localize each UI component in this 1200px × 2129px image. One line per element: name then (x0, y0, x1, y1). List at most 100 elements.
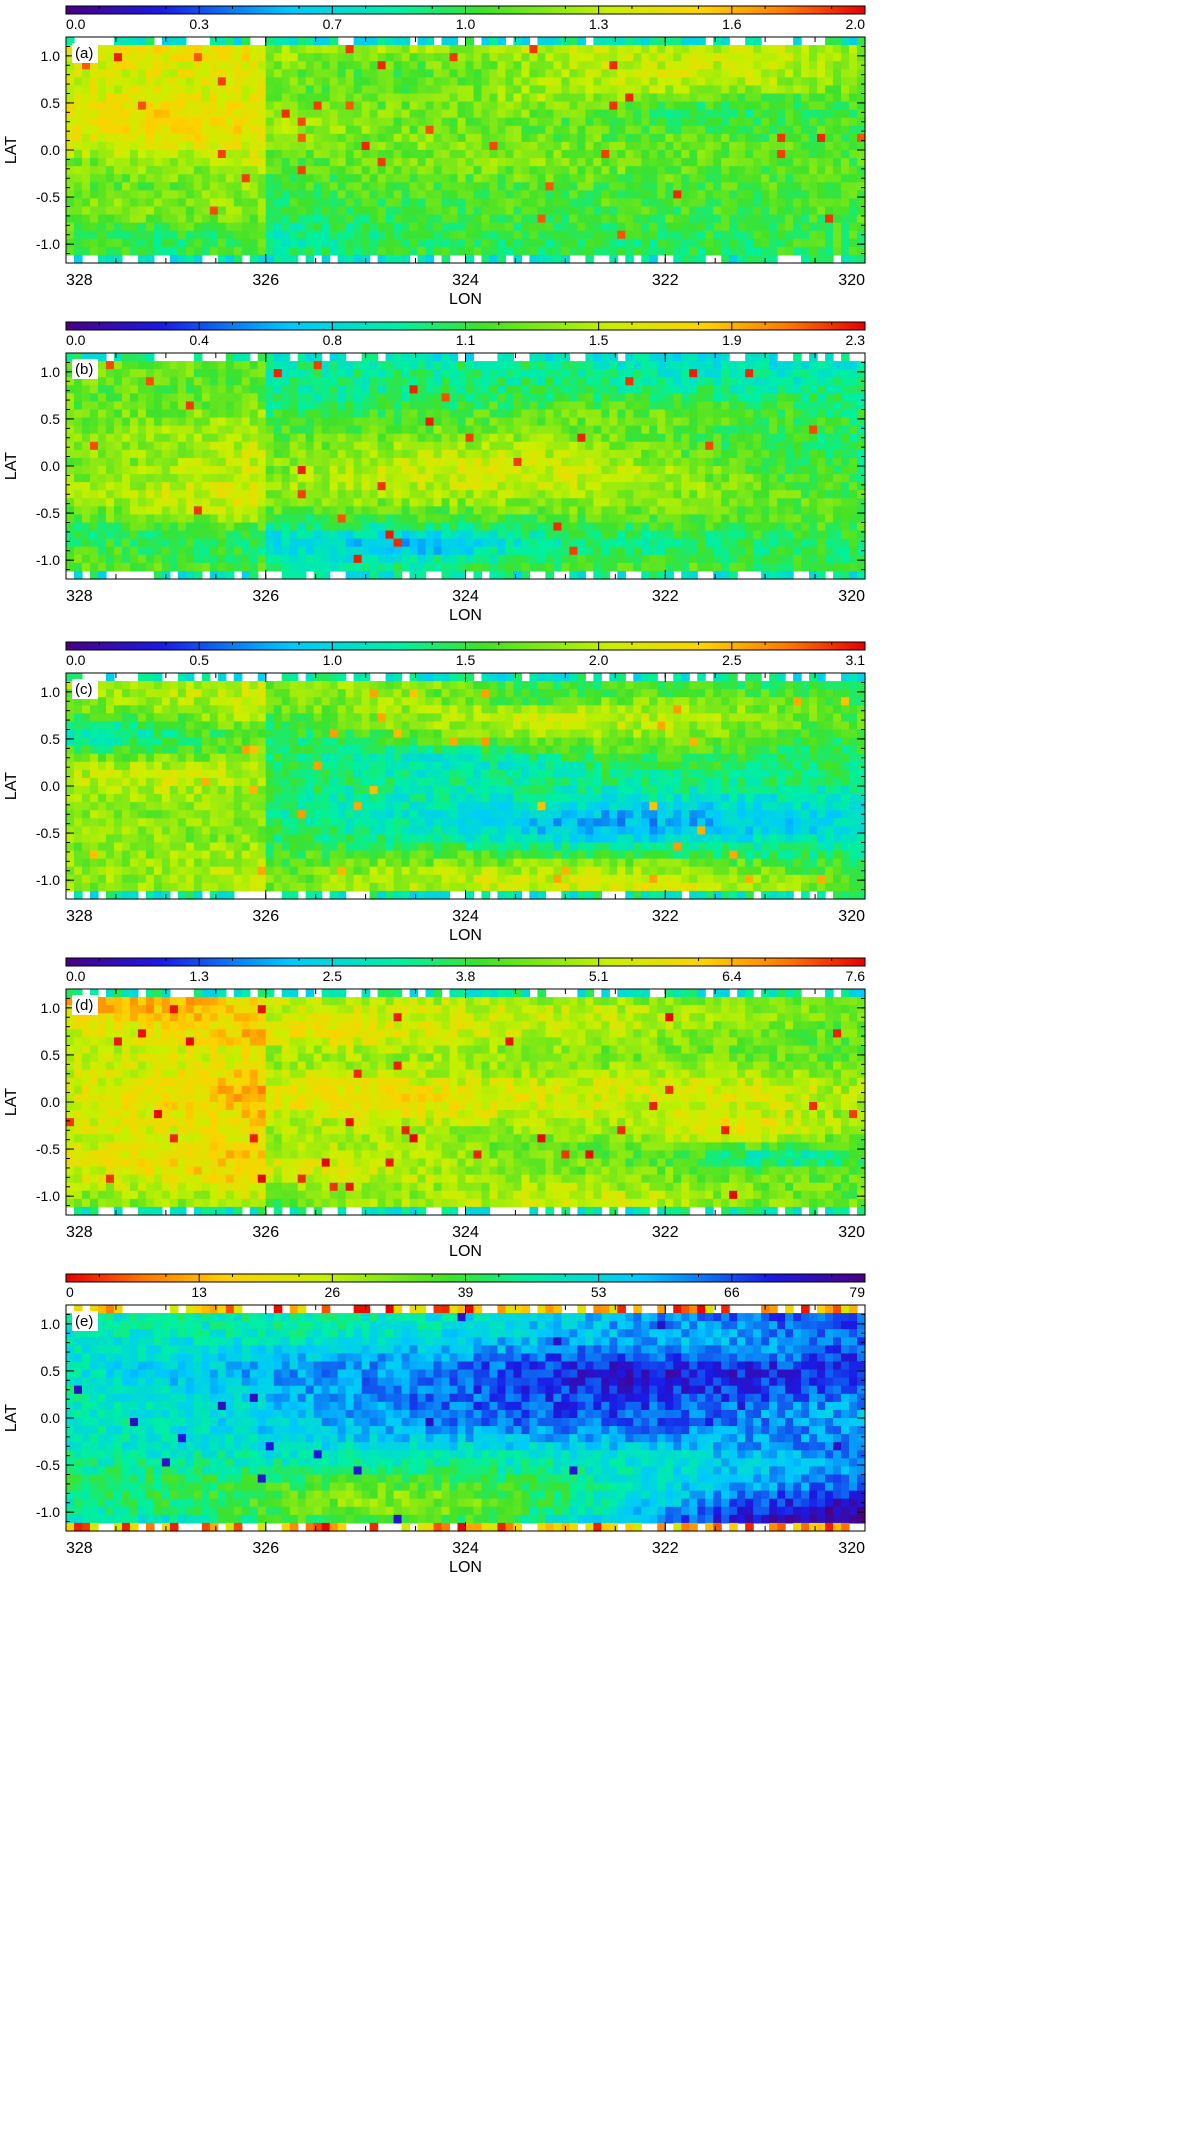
heatmap-cell (305, 230, 315, 240)
heatmap-cell (521, 466, 531, 475)
heatmap-cell (257, 490, 267, 499)
heatmap-cell (721, 377, 730, 386)
heatmap-cell (105, 77, 115, 87)
heatmap-cell (185, 425, 195, 435)
heatmap-cell (537, 133, 546, 143)
heatmap-cell (393, 254, 403, 264)
heatmap-cell (713, 53, 722, 62)
heatmap-cell (841, 401, 850, 411)
heatmap-cell (721, 141, 730, 151)
heatmap-cell (297, 369, 307, 378)
heatmap-cell (265, 482, 275, 491)
heatmap-cell (273, 117, 283, 127)
heatmap-cell (369, 474, 379, 483)
heatmap-cell (337, 385, 347, 394)
heatmap-cell (369, 369, 379, 378)
heatmap-cell (129, 198, 139, 208)
heatmap-cell (209, 246, 219, 256)
heatmap-cell (385, 37, 395, 46)
heatmap-cell (521, 433, 531, 443)
heatmap-cell (513, 125, 523, 135)
heatmap-cell (729, 238, 738, 248)
heatmap-cell (129, 474, 139, 483)
heatmap-cell (393, 441, 403, 451)
heatmap-cell (785, 174, 794, 183)
heatmap-cell (289, 206, 299, 216)
heatmap-cell (857, 190, 866, 200)
heatmap-cell (761, 238, 770, 248)
heatmap-cell (721, 433, 730, 443)
heatmap-cell (121, 514, 131, 524)
heatmap-cell (777, 238, 786, 248)
heatmap-cell (753, 101, 762, 111)
heatmap-cell (185, 522, 195, 532)
heatmap-cell (713, 61, 722, 70)
heatmap-cell (401, 246, 411, 256)
heatmap-cell (409, 69, 419, 78)
heatmap-cell (121, 198, 131, 208)
heatmap-cell (713, 474, 722, 483)
heatmap-cell (817, 254, 826, 264)
heatmap-cell (89, 393, 99, 403)
heatmap-cell (289, 93, 299, 103)
heatmap-cell (329, 514, 339, 524)
heatmap-cell (441, 174, 451, 183)
heatmap-cell (745, 133, 754, 143)
heatmap-cell (545, 198, 554, 208)
heatmap-cell (209, 490, 219, 499)
heatmap-cell (137, 53, 147, 62)
heatmap-cell (169, 158, 179, 167)
heatmap-cell (793, 457, 802, 467)
heatmap-cell (249, 441, 259, 451)
heatmap-cell (241, 230, 251, 240)
heatmap-cell (217, 377, 227, 386)
heatmap-cell (225, 37, 235, 46)
heatmap-cell (489, 206, 499, 216)
heatmap-cell (81, 401, 91, 411)
heatmap-cell (241, 522, 251, 532)
heatmap-cell (345, 246, 355, 256)
heatmap-cell (169, 125, 179, 135)
heatmap-cell (161, 498, 171, 507)
heatmap-cell (697, 158, 706, 167)
heatmap-cell (297, 385, 307, 394)
heatmap-cell (825, 514, 834, 524)
heatmap-cell (745, 369, 754, 378)
heatmap-cell (89, 433, 99, 443)
heatmap-cell (425, 141, 435, 151)
heatmap-cell (473, 490, 483, 499)
heatmap-cell (697, 490, 706, 499)
heatmap-cell (833, 377, 842, 386)
heatmap-cell (513, 45, 523, 54)
heatmap-cell (313, 37, 323, 46)
heatmap-cell (785, 109, 794, 119)
heatmap-cell (177, 69, 187, 78)
heatmap-cell (705, 93, 714, 103)
heatmap-cell (689, 369, 698, 378)
heatmap-cell (113, 45, 123, 54)
heatmap-cell (793, 353, 802, 362)
heatmap-cell (617, 93, 626, 103)
heatmap-cell (441, 353, 451, 362)
heatmap-cell (793, 377, 802, 386)
heatmap-cell (601, 198, 610, 208)
heatmap-cell (769, 93, 778, 103)
heatmap-cell (657, 117, 666, 127)
heatmap-cell (385, 353, 395, 362)
heatmap-cell (305, 101, 315, 111)
heatmap-cell (393, 214, 403, 224)
heatmap-cell (753, 433, 762, 443)
heatmap-cell (521, 77, 531, 87)
heatmap-cell (833, 214, 842, 224)
heatmap-cell (433, 490, 443, 499)
heatmap-cell (705, 69, 714, 78)
heatmap-cell (233, 441, 243, 451)
heatmap-cell (361, 101, 371, 111)
heatmap-cell (553, 449, 562, 459)
heatmap-cell (553, 117, 562, 127)
heatmap-cell (321, 77, 331, 87)
heatmap-cell (137, 101, 147, 111)
heatmap-cell (841, 222, 850, 232)
heatmap-cell (577, 498, 586, 507)
heatmap-cell (441, 109, 451, 119)
